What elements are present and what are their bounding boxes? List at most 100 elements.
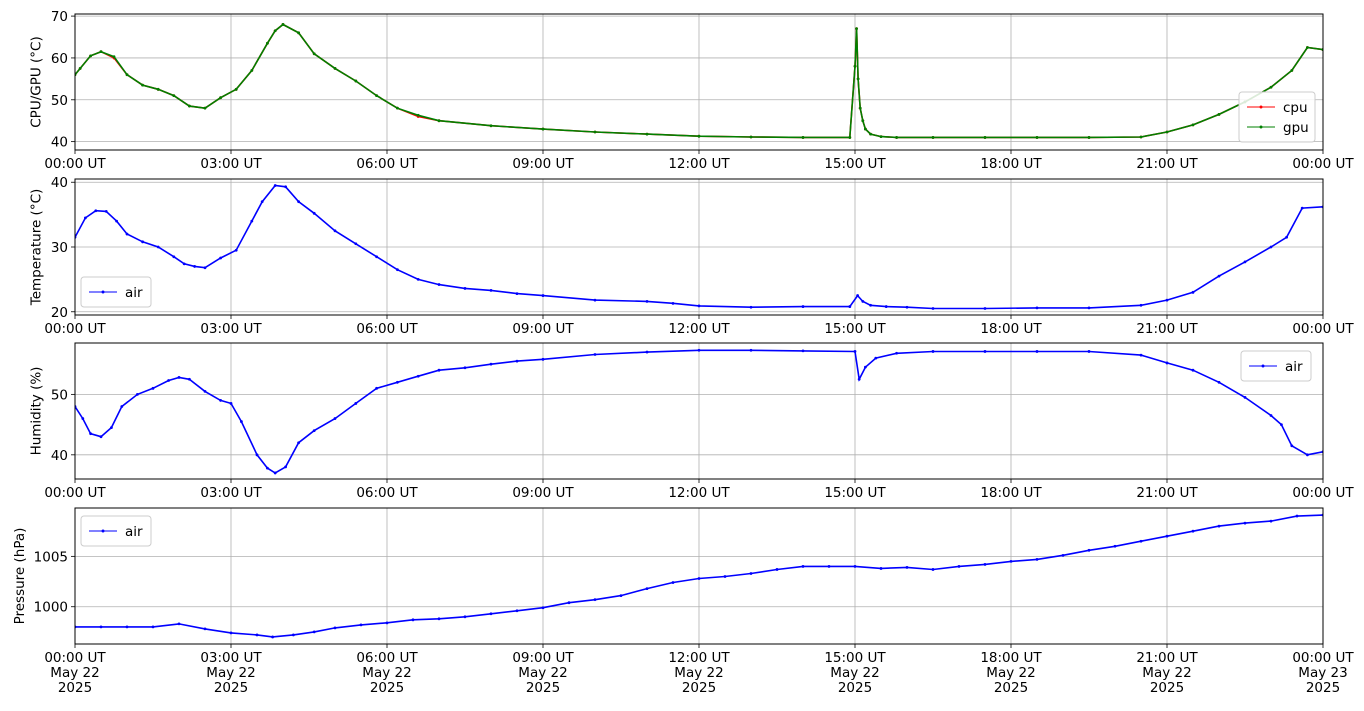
data-point xyxy=(284,465,287,469)
data-point xyxy=(1217,113,1221,116)
data-point xyxy=(1035,306,1039,310)
data-point xyxy=(99,50,103,54)
data-point xyxy=(861,300,865,303)
data-point xyxy=(385,621,389,625)
x-tick-label: 21:00 UT xyxy=(1136,156,1198,172)
data-point xyxy=(463,366,467,370)
data-point xyxy=(1217,274,1221,278)
data-point xyxy=(848,305,852,308)
data-point xyxy=(827,565,831,568)
data-point xyxy=(489,612,493,616)
data-point xyxy=(99,435,103,439)
x-tick-label: 18:00 UT xyxy=(980,156,1042,172)
data-point xyxy=(266,466,269,470)
y-tick-label: 40 xyxy=(51,175,68,191)
x-tick-label: 06:00 UT xyxy=(356,485,418,501)
x-tick-label: 00:00 UT May 22 2025 xyxy=(44,650,106,696)
data-point xyxy=(255,633,259,637)
x-tick-label: 15:00 UT xyxy=(824,321,886,337)
data-point xyxy=(855,27,858,31)
data-point xyxy=(931,568,935,571)
data-point xyxy=(375,255,378,259)
data-point xyxy=(312,211,316,215)
x-tick-label: 03:00 UT May 22 2025 xyxy=(200,650,262,696)
data-point xyxy=(1061,553,1065,557)
legend: air xyxy=(1240,350,1312,382)
y-tick-label: 50 xyxy=(51,387,68,403)
data-point xyxy=(110,426,113,430)
series-line xyxy=(75,514,1323,638)
data-point xyxy=(172,255,176,259)
data-point xyxy=(749,135,753,139)
data-point xyxy=(645,350,649,354)
x-tick-label: 06:00 UT May 22 2025 xyxy=(356,650,418,696)
data-point xyxy=(1269,245,1273,249)
data-point xyxy=(99,625,103,629)
data-point xyxy=(697,577,701,580)
data-point xyxy=(219,399,223,402)
data-point xyxy=(723,575,727,578)
data-point xyxy=(297,200,300,204)
data-point xyxy=(1191,123,1195,127)
data-point xyxy=(749,305,753,309)
data-point xyxy=(931,307,935,310)
data-point xyxy=(463,615,467,619)
data-point xyxy=(874,356,878,360)
data-point xyxy=(671,301,675,305)
data-point xyxy=(297,441,300,445)
data-point xyxy=(89,432,92,436)
data-point xyxy=(864,127,867,131)
data-point xyxy=(983,350,987,353)
data-point xyxy=(297,31,300,35)
x-tick-label: 12:00 UT xyxy=(668,321,730,337)
data-point xyxy=(1139,303,1143,307)
data-point xyxy=(188,377,191,381)
x-tick-label: 21:00 UT xyxy=(1136,321,1198,337)
data-point xyxy=(593,353,597,356)
data-point xyxy=(1009,559,1013,563)
data-point xyxy=(489,288,493,292)
data-point xyxy=(1243,396,1247,399)
x-tick-label: 00:00 UT xyxy=(44,156,106,172)
data-point xyxy=(81,417,85,420)
x-tick-label: 15:00 UT xyxy=(824,485,886,501)
x-tick-label: 18:00 UT xyxy=(980,321,1042,337)
data-point xyxy=(983,307,987,310)
data-point xyxy=(1295,514,1299,518)
legend: air xyxy=(80,515,152,547)
data-point xyxy=(437,283,441,286)
x-tick-label: 15:00 UT xyxy=(824,156,886,172)
data-point xyxy=(567,601,571,605)
x-tick-label: 12:00 UT xyxy=(668,485,730,501)
data-point xyxy=(141,240,145,244)
data-point xyxy=(858,106,862,110)
data-point xyxy=(697,304,701,308)
data-point xyxy=(234,248,238,252)
data-point xyxy=(219,256,223,260)
data-point xyxy=(437,617,441,621)
data-point xyxy=(375,386,378,390)
x-tick-label: 00:00 UT xyxy=(1292,485,1354,501)
x-tick-label: 00:00 UT xyxy=(1292,321,1354,337)
data-point xyxy=(354,402,358,405)
legend-marker xyxy=(101,529,105,533)
data-point xyxy=(188,104,191,108)
data-point xyxy=(1139,539,1143,543)
data-point xyxy=(120,405,124,408)
data-point xyxy=(869,132,872,136)
data-point xyxy=(260,200,264,204)
data-point xyxy=(957,565,961,568)
data-point xyxy=(697,348,701,352)
data-point xyxy=(396,268,399,272)
x-tick-label: 09:00 UT May 22 2025 xyxy=(512,650,574,696)
data-point xyxy=(182,262,186,266)
data-point xyxy=(416,277,420,281)
data-point xyxy=(671,581,675,584)
data-point xyxy=(895,136,898,139)
x-tick-label: 09:00 UT xyxy=(512,321,574,337)
data-point xyxy=(1191,290,1195,294)
data-point xyxy=(645,587,649,590)
series-air xyxy=(75,184,1323,310)
y-tick-label: 1000 xyxy=(34,600,68,616)
data-point xyxy=(78,67,82,70)
